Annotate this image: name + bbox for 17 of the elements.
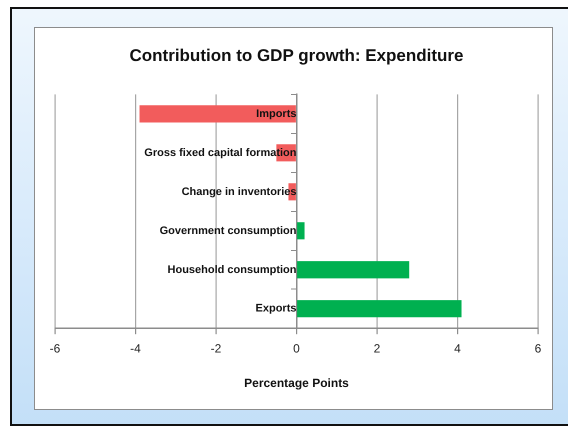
x-axis-title: Percentage Points [244, 376, 350, 390]
x-tick-label: 6 [534, 342, 542, 356]
x-tick-label: 2 [374, 342, 381, 356]
bar [140, 105, 296, 122]
x-tick-label: -2 [210, 342, 222, 356]
x-tick-label: -6 [50, 342, 61, 356]
y-tick-label: Imports [256, 108, 296, 120]
x-tick-label: 4 [454, 342, 462, 356]
x-tick-label: -4 [130, 342, 142, 356]
x-tick-label: 0 [293, 342, 300, 356]
y-tick-label: Government consumption [160, 224, 297, 237]
chart-title: Contribution to GDP growth: Expenditure [130, 46, 464, 65]
y-tick-label: Household consumption [168, 264, 297, 276]
bar [297, 300, 462, 318]
bar [297, 222, 305, 240]
bar [297, 261, 410, 278]
y-tick-label: Exports [256, 302, 296, 315]
